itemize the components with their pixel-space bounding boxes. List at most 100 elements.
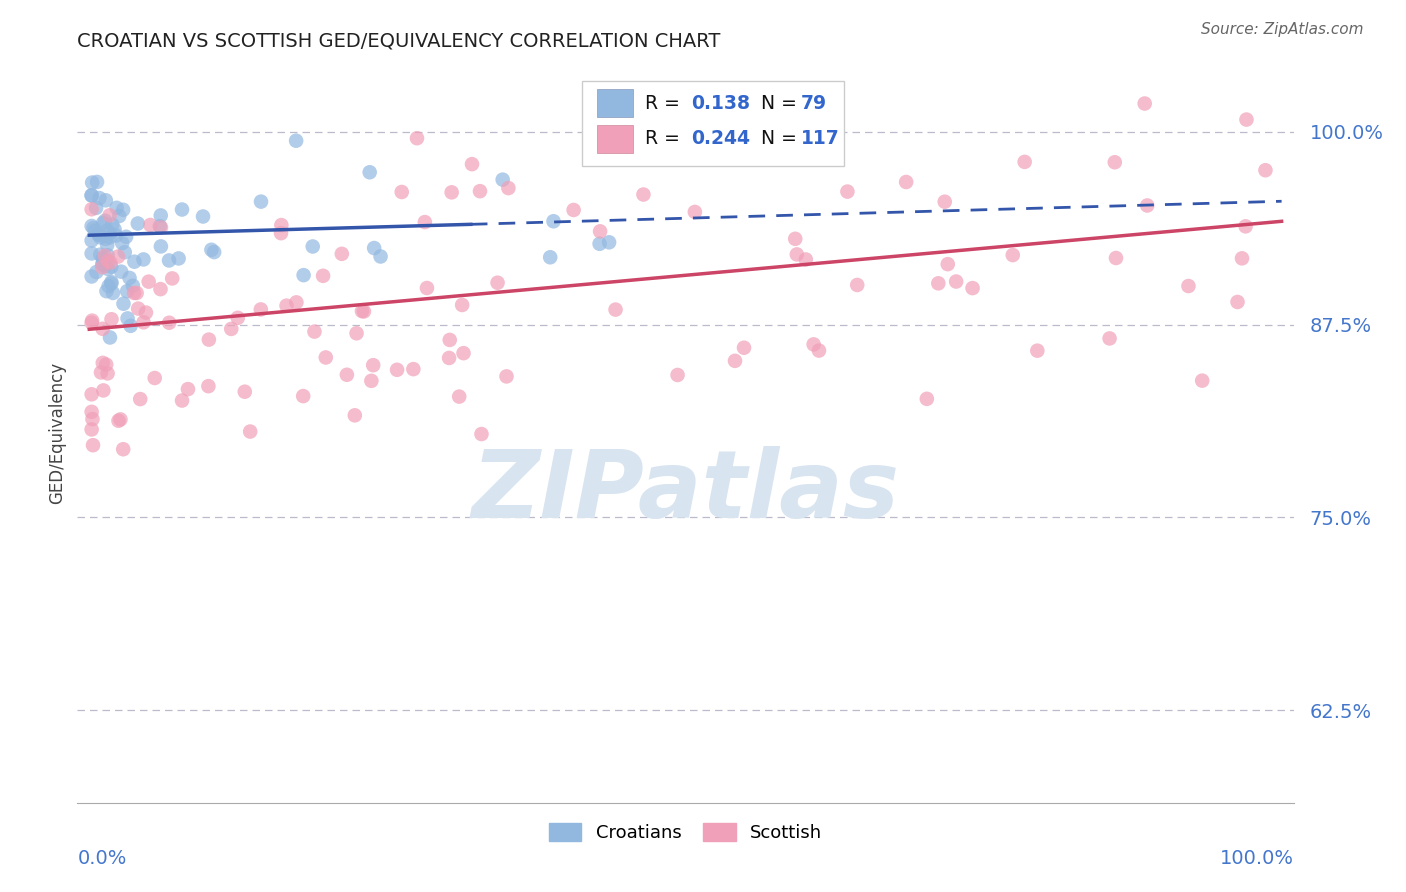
Text: R =: R = xyxy=(645,129,686,148)
Point xyxy=(353,304,375,318)
Point xyxy=(82,176,104,190)
Point xyxy=(915,392,938,406)
Point xyxy=(157,316,180,330)
Point xyxy=(82,412,104,426)
Point xyxy=(112,442,135,457)
Point xyxy=(197,379,219,393)
Point xyxy=(100,312,122,326)
Point xyxy=(250,302,273,317)
Point xyxy=(1105,251,1128,265)
Point xyxy=(83,221,105,235)
Point xyxy=(1191,374,1213,388)
Point xyxy=(1254,163,1277,178)
Point xyxy=(105,201,128,215)
Point xyxy=(803,337,825,351)
Point xyxy=(343,409,366,423)
Text: R =: R = xyxy=(645,94,686,112)
Point xyxy=(80,387,103,401)
Point xyxy=(304,325,326,339)
Point xyxy=(170,393,193,408)
Point xyxy=(239,425,262,439)
Point xyxy=(250,194,273,209)
Bar xyxy=(596,125,633,153)
Point xyxy=(139,218,162,232)
Point xyxy=(440,186,463,200)
Point xyxy=(786,247,808,261)
Point xyxy=(437,351,460,365)
Point xyxy=(346,326,368,341)
Point xyxy=(1001,248,1024,262)
Point xyxy=(87,227,110,241)
Point xyxy=(538,250,561,264)
Point xyxy=(98,208,121,222)
Point xyxy=(80,246,103,260)
Point xyxy=(149,209,172,223)
Point xyxy=(149,220,172,235)
Y-axis label: GED/Equivalency: GED/Equivalency xyxy=(48,361,66,504)
Point xyxy=(97,262,120,277)
Point xyxy=(100,260,122,274)
Point xyxy=(94,232,117,246)
Point xyxy=(124,254,146,268)
Point xyxy=(191,210,214,224)
Point xyxy=(127,217,149,231)
Point xyxy=(93,249,115,263)
Point xyxy=(588,236,610,251)
Point xyxy=(470,427,492,442)
Point xyxy=(118,271,141,285)
Point xyxy=(543,214,565,228)
Point xyxy=(1236,112,1258,127)
Point xyxy=(733,341,755,355)
Point xyxy=(1098,331,1121,345)
Point xyxy=(160,271,183,285)
Point xyxy=(91,257,114,271)
Point xyxy=(276,299,298,313)
Point xyxy=(360,374,382,388)
Text: CROATIAN VS SCOTTISH GED/EQUIVALENCY CORRELATION CHART: CROATIAN VS SCOTTISH GED/EQUIVALENCY COR… xyxy=(77,31,721,50)
Point xyxy=(94,194,117,208)
Point xyxy=(200,243,222,257)
Point xyxy=(285,134,308,148)
Point xyxy=(894,175,917,189)
Point xyxy=(100,275,122,289)
Point xyxy=(97,279,120,293)
Text: 100.0%: 100.0% xyxy=(1219,848,1294,868)
Point xyxy=(292,389,315,403)
Point xyxy=(439,333,461,347)
Point xyxy=(468,184,491,198)
Point xyxy=(724,354,747,368)
Point xyxy=(406,131,429,145)
Point xyxy=(91,356,114,370)
Point xyxy=(1133,96,1156,111)
Point xyxy=(315,351,337,365)
Point xyxy=(86,265,108,279)
Point xyxy=(80,405,103,419)
Point xyxy=(363,241,385,255)
Point xyxy=(301,239,323,253)
Point xyxy=(1014,154,1036,169)
Point xyxy=(270,218,292,232)
Point xyxy=(312,268,335,283)
Point xyxy=(115,229,138,244)
Point xyxy=(80,219,103,233)
Point xyxy=(167,252,190,266)
Point xyxy=(143,371,166,385)
Point xyxy=(1136,198,1159,212)
Point xyxy=(91,260,114,275)
Text: 0.244: 0.244 xyxy=(692,129,751,148)
Point xyxy=(962,281,984,295)
Point xyxy=(97,367,120,381)
Point xyxy=(132,315,155,329)
Point xyxy=(110,412,132,426)
Point xyxy=(359,165,381,179)
Point xyxy=(132,252,155,267)
Point xyxy=(233,384,256,399)
Point xyxy=(125,285,148,300)
Point xyxy=(945,275,967,289)
Point xyxy=(91,258,114,272)
Point xyxy=(846,277,869,292)
Point xyxy=(120,318,142,333)
Point xyxy=(292,268,315,282)
Point xyxy=(96,224,118,238)
Point xyxy=(108,209,131,223)
